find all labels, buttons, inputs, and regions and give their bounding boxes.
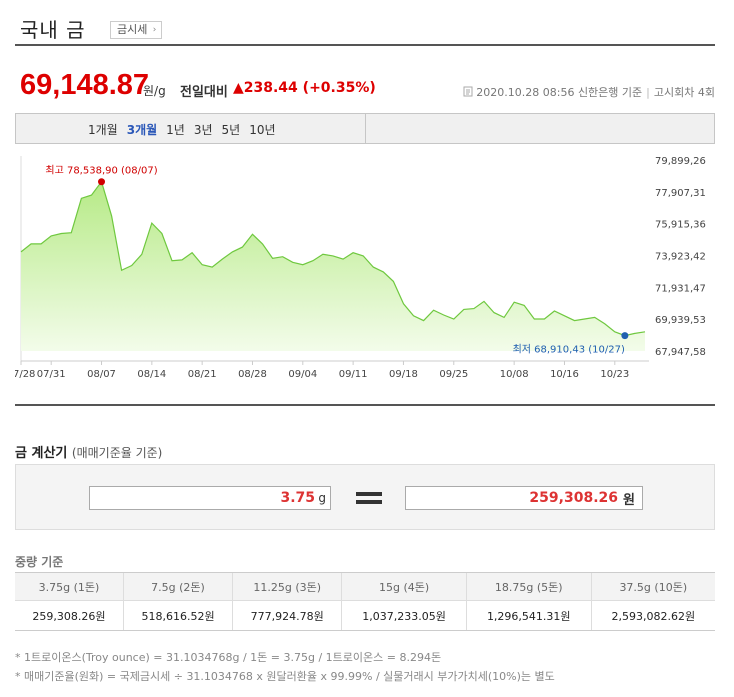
- min-label: 최저 68,910,43 (10/27): [513, 344, 625, 356]
- max-point: [98, 178, 106, 186]
- chevron-right-icon: ›: [152, 25, 157, 35]
- separator: |: [646, 86, 650, 99]
- footnote: * 매매기준율(원화) = 국제금시세 ÷ 31.1034768 x 원달러환율…: [15, 670, 555, 683]
- section-divider: [15, 404, 715, 406]
- result-field[interactable]: 259,308.26: [405, 486, 643, 510]
- table-header: 7.5g (2돈): [122, 572, 233, 601]
- footnote: * 1트로이온스(Troy ounce) = 31.1034768g / 1돈 …: [15, 651, 442, 664]
- table-cell: 777,924.78원: [232, 600, 342, 631]
- series-line: [20, 180, 646, 337]
- table-header: 37.5g (10돈): [590, 572, 715, 601]
- document-icon: [463, 86, 473, 97]
- price-summary: 69,148.87 원/g 전일대비 ▲238.44 (+0.35%) 2020…: [20, 64, 720, 104]
- x-tick-label: 10/08: [500, 369, 529, 380]
- table-cell: 1,296,541.31원: [465, 600, 592, 631]
- y-tick-label: 69,939,53: [655, 315, 706, 326]
- y-tick-label: 75,915,36: [655, 220, 706, 231]
- page-title: 국내 금: [20, 18, 86, 42]
- x-tick-label: 09/04: [288, 369, 317, 380]
- current-price: 69,148.87: [20, 69, 150, 101]
- x-tick-label: 09/18: [389, 369, 418, 380]
- y-tick-label: 71,931,47: [655, 283, 706, 294]
- calculator-panel: 3.75 g 259,308.26 원: [15, 464, 715, 530]
- x-tick-label: 10/23: [600, 369, 629, 380]
- table-row: 259,308.26원 518,616.52원 777,924.78원 1,03…: [15, 600, 715, 631]
- period-tab-2[interactable]: 1년: [166, 123, 185, 137]
- period-tabs: 1개월 3개월 1년 3년 5년 10년: [88, 121, 285, 138]
- calculator-title: 금 계산기 (매매기준율 기준): [15, 442, 162, 461]
- weight-table: 3.75g (1돈) 7.5g (2돈) 11.25g (3돈) 15g (4돈…: [15, 572, 715, 631]
- x-tick-label: 08/14: [137, 369, 166, 380]
- table-header: 3.75g (1돈): [15, 572, 124, 601]
- table-cell: 1,037,233.05원: [341, 600, 467, 631]
- weight-input[interactable]: 3.75 g: [89, 486, 331, 510]
- y-tick-label: 73,923,42: [655, 252, 706, 263]
- x-tick-label: 09/11: [339, 369, 368, 380]
- table-header-row: 3.75g (1돈) 7.5g (2돈) 11.25g (3돈) 15g (4돈…: [15, 572, 715, 601]
- weight-value: 3.75: [280, 490, 315, 506]
- calculator-subtitle: (매매기준율 기준): [71, 446, 163, 460]
- table-cell: 2,593,082.62원: [590, 600, 715, 631]
- calculator-title-text: 금 계산기: [15, 446, 68, 461]
- weight-table-title: 중량 기준: [15, 555, 64, 569]
- period-tab-4[interactable]: 5년: [221, 123, 241, 137]
- y-tick-label: 67,947,58: [655, 347, 706, 358]
- x-tick-label: 08/21: [188, 369, 217, 380]
- change-label: 전일대비: [180, 85, 228, 100]
- y-tick-label: 77,907,31: [655, 188, 706, 199]
- y-tick-label: 79,899,26: [655, 156, 706, 167]
- result-value: 259,308.26: [529, 490, 618, 506]
- table-header: 15g (4돈): [341, 572, 467, 601]
- max-label: 최고 78,538,90 (08/07): [45, 165, 157, 177]
- result-unit: 원: [623, 493, 635, 508]
- x-tick-label: 10/16: [550, 369, 579, 380]
- price-change: ▲238.44 (+0.35%): [233, 80, 376, 96]
- period-tab-bar: 1개월 3개월 1년 3년 5년 10년: [15, 113, 715, 144]
- period-tab-5[interactable]: 10년: [249, 123, 276, 137]
- footnotes: * 1트로이온스(Troy ounce) = 31.1034768g / 1돈 …: [15, 648, 555, 686]
- gold-price-badge-button[interactable]: 금시세 ›: [110, 21, 163, 39]
- price-unit: 원/g: [143, 84, 166, 98]
- period-tab-1[interactable]: 3개월: [126, 123, 158, 137]
- page-header: 국내 금 금시세 ›: [15, 0, 715, 46]
- table-cell: 518,616.52원: [122, 600, 233, 631]
- round-text: 고시회차 4회: [653, 86, 715, 99]
- x-tick-label: 09/25: [439, 369, 468, 380]
- min-point: [621, 332, 629, 340]
- x-tick-label: 07/28: [15, 369, 35, 380]
- period-tab-cell: 1개월 3개월 1년 3년 5년 10년: [16, 114, 366, 143]
- x-tick-label: 08/28: [238, 369, 267, 380]
- basis-text: 2020.10.28 08:56 신한은행 기준: [476, 86, 643, 99]
- basis-info: 2020.10.28 08:56 신한은행 기준 | 고시회차 4회: [463, 84, 715, 100]
- badge-label: 금시세: [117, 23, 148, 36]
- x-tick-label: 08/07: [87, 369, 116, 380]
- equals-icon: [356, 492, 382, 508]
- area-fill: [21, 181, 645, 351]
- period-tab-0[interactable]: 1개월: [88, 123, 118, 137]
- table-header: 11.25g (3돈): [232, 572, 342, 601]
- period-tab-3[interactable]: 3년: [193, 123, 213, 137]
- weight-unit: g: [318, 491, 326, 505]
- price-chart-svg: 79,899,26 77,907,31 75,915,36 73,923,42 71,9…: [15, 156, 706, 380]
- price-chart: 79,899,26 77,907,31 75,915,36 73,923,42 71,9…: [15, 148, 715, 383]
- x-tick-label: 07/31: [37, 369, 66, 380]
- table-header: 18.75g (5돈): [465, 572, 592, 601]
- table-cell: 259,308.26원: [15, 600, 124, 631]
